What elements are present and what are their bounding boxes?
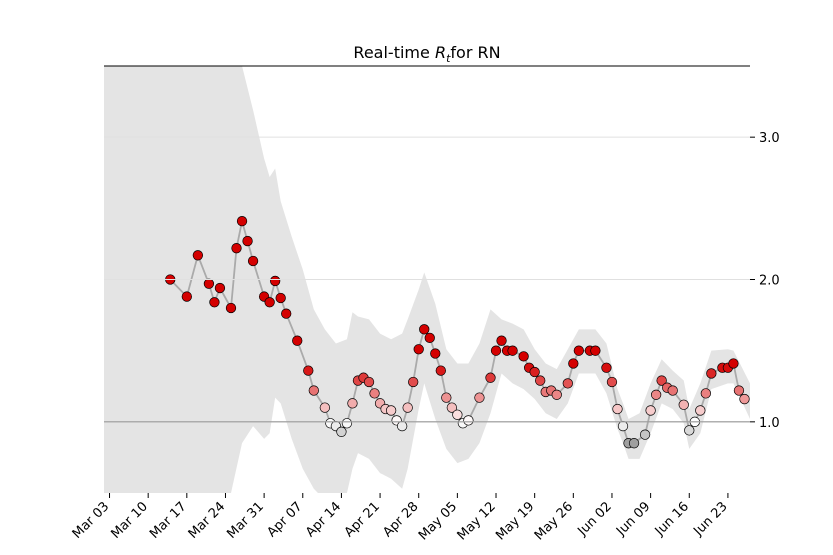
rt-point bbox=[430, 348, 441, 359]
rt-point bbox=[264, 297, 275, 308]
rt-point bbox=[496, 335, 507, 346]
rt-point bbox=[650, 389, 662, 400]
x-tick-label: Jun 16 bbox=[652, 499, 692, 539]
rt-point bbox=[667, 385, 678, 396]
rt-point bbox=[209, 297, 220, 308]
rt-point bbox=[684, 425, 695, 436]
rt-point bbox=[225, 302, 237, 314]
y-tick-label: 3.0 bbox=[759, 131, 780, 146]
chart-title: Real-time Rtfor RN bbox=[353, 43, 500, 65]
x-tick-label: Apr 07 bbox=[264, 499, 305, 540]
rt-point bbox=[573, 345, 584, 356]
x-tick-label: May 05 bbox=[416, 499, 460, 543]
rt-point bbox=[247, 255, 259, 267]
confidence-band bbox=[104, 66, 750, 493]
rt-point bbox=[397, 420, 408, 432]
rt-point bbox=[562, 378, 573, 389]
rt-point bbox=[435, 365, 446, 376]
rt-point bbox=[452, 409, 463, 420]
rt-point bbox=[446, 402, 457, 413]
rt-point bbox=[551, 389, 562, 400]
rt-point bbox=[402, 402, 413, 413]
rt-point bbox=[485, 372, 496, 383]
rt-point bbox=[242, 235, 253, 247]
x-tick-label: May 26 bbox=[532, 499, 576, 543]
rt-point bbox=[369, 388, 380, 399]
x-tick-label: Apr 21 bbox=[342, 499, 383, 540]
x-tick-label: Mar 31 bbox=[224, 499, 267, 542]
x-tick-label: Mar 10 bbox=[108, 499, 151, 542]
rt-point bbox=[617, 420, 629, 432]
rt-point bbox=[281, 308, 292, 319]
rt-point bbox=[424, 332, 435, 344]
rt-point bbox=[656, 375, 667, 386]
x-tick-label: Apr 28 bbox=[380, 499, 421, 540]
rt-point bbox=[385, 405, 397, 416]
rt-point bbox=[275, 292, 286, 304]
rt-point bbox=[319, 402, 331, 413]
x-tick-label: Mar 17 bbox=[147, 499, 190, 542]
rt-point bbox=[203, 278, 215, 289]
rt-point bbox=[408, 376, 419, 388]
x-tick-label: Apr 14 bbox=[303, 499, 344, 540]
rt-point bbox=[645, 405, 656, 416]
rt-point bbox=[706, 368, 717, 379]
title-after: for RN bbox=[450, 43, 500, 62]
rt-point bbox=[441, 392, 452, 403]
rt-point bbox=[568, 358, 579, 369]
rt-point bbox=[601, 362, 612, 373]
rt-point bbox=[236, 215, 248, 227]
rt-point bbox=[419, 324, 430, 335]
x-tick-label: Jun 23 bbox=[690, 499, 730, 539]
rt-point bbox=[590, 345, 601, 356]
rt-point bbox=[535, 375, 546, 386]
rt-point bbox=[474, 392, 485, 403]
rt-point bbox=[363, 376, 375, 388]
rt-point bbox=[606, 376, 618, 388]
x-tick-label: Mar 24 bbox=[186, 499, 229, 542]
rt-point bbox=[700, 388, 711, 399]
x-tick-label: Mar 03 bbox=[70, 499, 113, 542]
rt-point bbox=[308, 385, 319, 396]
rt-point bbox=[303, 365, 314, 376]
rt-point bbox=[413, 344, 424, 355]
rt-point bbox=[628, 438, 640, 449]
y-tick-label: 2.0 bbox=[759, 274, 780, 289]
y-tick-label: 1.0 bbox=[759, 416, 780, 431]
rt-point bbox=[507, 345, 518, 356]
rt-point bbox=[181, 291, 192, 302]
x-tick-label: Jun 02 bbox=[574, 499, 614, 539]
rt-point bbox=[739, 393, 750, 405]
rt-point bbox=[695, 405, 706, 416]
rt-point bbox=[463, 415, 474, 426]
rt-point bbox=[192, 250, 204, 261]
rt-point bbox=[639, 429, 651, 440]
x-tick-label: Jun 09 bbox=[613, 499, 653, 539]
rt-point bbox=[733, 385, 745, 396]
rt-point bbox=[529, 366, 540, 378]
title-subscript: t bbox=[446, 52, 451, 65]
rt-point bbox=[612, 403, 623, 415]
rt-point bbox=[490, 345, 502, 356]
rt-point bbox=[518, 351, 529, 362]
rt-point bbox=[292, 335, 303, 346]
rt-point bbox=[336, 426, 347, 437]
rt-point bbox=[270, 275, 281, 287]
x-tick-label: May 12 bbox=[455, 499, 499, 543]
rt-point bbox=[347, 398, 358, 409]
x-tick-label: May 19 bbox=[493, 499, 537, 543]
rt-point bbox=[341, 418, 353, 429]
rt-point bbox=[728, 358, 739, 369]
title-before: Real-time bbox=[353, 43, 429, 62]
rt-point bbox=[214, 282, 226, 294]
plot-area bbox=[104, 66, 750, 493]
rt-point bbox=[678, 399, 689, 410]
title-symbol: R bbox=[435, 43, 446, 62]
rt-point bbox=[231, 243, 242, 254]
